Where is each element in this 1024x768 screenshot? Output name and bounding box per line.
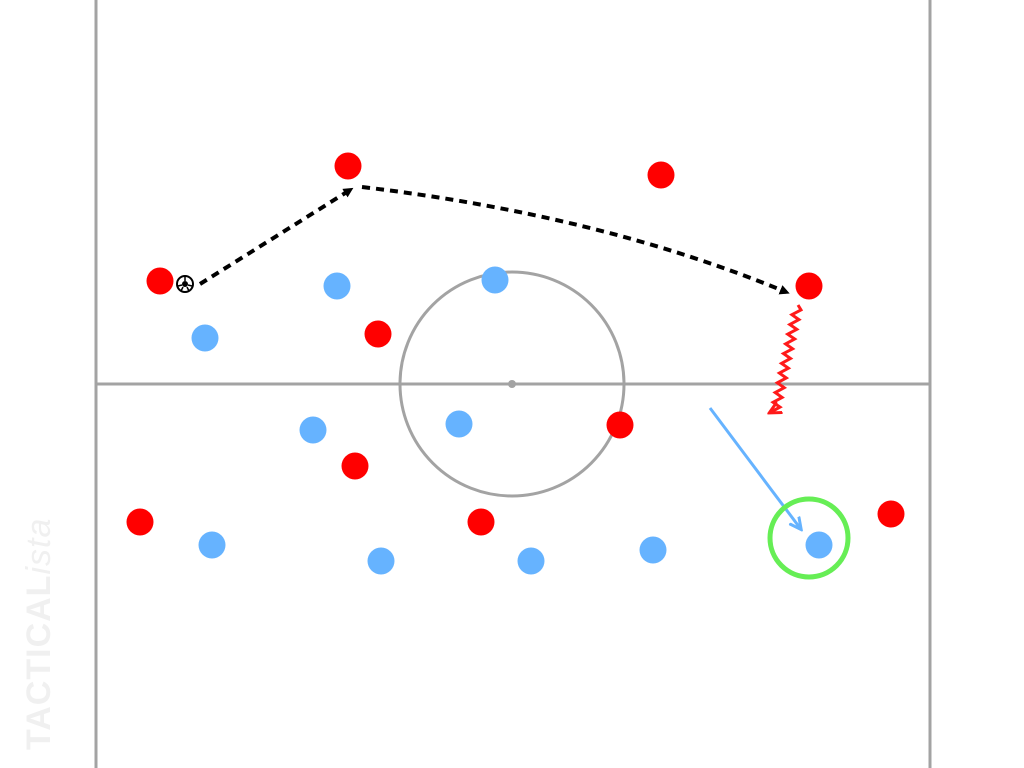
- center-spot: [508, 380, 516, 388]
- red-player: [606, 411, 634, 439]
- highlight-ring: [767, 496, 851, 580]
- red-player: [467, 508, 495, 536]
- pass-arrow-2: [361, 185, 790, 295]
- blue-player: [198, 531, 226, 559]
- red-player: [795, 272, 823, 300]
- pitch-markings: [94, 0, 932, 768]
- blue-run-arrow: [708, 407, 800, 528]
- red-player: [647, 161, 675, 189]
- center-circle: [398, 270, 626, 498]
- blue-player: [445, 410, 473, 438]
- dribble-run-arrow: [771, 304, 804, 412]
- red-player: [877, 500, 905, 528]
- pass-arrow-1: [198, 187, 354, 286]
- red-player: [364, 320, 392, 348]
- blue-player: [805, 531, 833, 559]
- watermark-bold: TACTICAL: [20, 574, 58, 750]
- players: [126, 152, 905, 575]
- blue-player: [191, 324, 219, 352]
- red-player: [126, 508, 154, 536]
- blue-player: [299, 416, 327, 444]
- blue-player: [517, 547, 545, 575]
- watermark-italic: ista: [20, 517, 58, 575]
- soccer-ball-icon: [176, 275, 194, 293]
- blue-player: [323, 272, 351, 300]
- red-player: [341, 452, 369, 480]
- blue-player: [639, 536, 667, 564]
- blue-player: [481, 266, 509, 294]
- red-player: [146, 267, 174, 295]
- blue-player: [367, 547, 395, 575]
- watermark-logo: TACTICALista: [20, 518, 59, 750]
- red-player: [334, 152, 362, 180]
